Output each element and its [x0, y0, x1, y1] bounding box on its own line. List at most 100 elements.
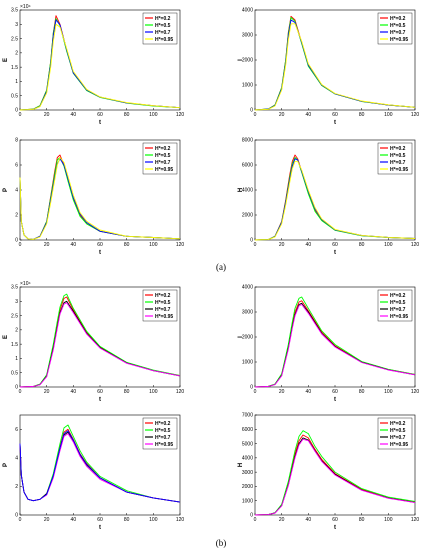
- series-line-3: [19, 157, 181, 240]
- x-tick-label: 80: [359, 517, 365, 523]
- x-tick-label: 0: [19, 242, 22, 248]
- y-tick-label: 1: [15, 79, 18, 85]
- x-tick-label: 20: [44, 517, 50, 523]
- y-tick-label: 3: [15, 299, 18, 305]
- chart-a-E: 0 20 40 60 80 100 120 0 0.5 1 1.5 2 2.5 3 3.5×10⁴ t E H*=…: [3, 4, 184, 126]
- x-tick-label: 40: [71, 517, 77, 523]
- x-tick-label: 120: [411, 242, 420, 248]
- x-tick-label: 120: [176, 112, 185, 118]
- legend-entry: H*=0.7: [155, 30, 171, 36]
- x-tick-label: 80: [359, 112, 365, 118]
- y-tick-label: 1000: [242, 83, 253, 89]
- series-line-2: [254, 437, 416, 516]
- legend-entry: H*=0.2: [390, 421, 406, 427]
- x-tick-label: 60: [332, 242, 338, 248]
- legend-entry: H*=0.95: [390, 167, 408, 173]
- legend-entry: H*=0.5: [155, 300, 171, 306]
- series-line-3: [19, 302, 181, 388]
- y-tick-label: 4000: [242, 285, 253, 291]
- legend-entry: H*=0.2: [155, 293, 171, 299]
- y-tick-label: 2: [15, 51, 18, 57]
- x-tick-label: 80: [124, 517, 130, 523]
- y-tick-label: 1.5: [11, 65, 18, 71]
- x-tick-label: 20: [279, 389, 285, 395]
- caption-b: (b): [216, 538, 227, 548]
- x-tick-label: 60: [332, 389, 338, 395]
- x-tick-label: 80: [124, 112, 130, 118]
- x-tick-label: 60: [97, 112, 103, 118]
- legend-entry: H*=0.7: [390, 307, 406, 313]
- x-tick-label: 120: [176, 389, 185, 395]
- x-tick-label: 20: [279, 242, 285, 248]
- series-line-1: [19, 293, 181, 388]
- legend-entry: H*=0.2: [390, 16, 406, 22]
- y-tick-label: 1000: [242, 498, 253, 504]
- series-line-4: [19, 430, 181, 503]
- y-tick-label: 2000: [242, 58, 253, 64]
- legend-entry: H*=0.5: [390, 153, 406, 159]
- x-tick-label: 20: [279, 112, 285, 118]
- y-tick-label: 3000: [242, 470, 253, 476]
- legend-entry: H*=0.95: [390, 442, 408, 448]
- y-axis-label: H: [238, 188, 244, 192]
- caption-a: (a): [216, 262, 226, 272]
- legend-entry: H*=0.95: [155, 442, 173, 448]
- y-tick-label: 2: [15, 328, 18, 334]
- y-tick-label: 4000: [242, 8, 253, 14]
- y-tick-label: 5000: [242, 441, 253, 447]
- legend-entry: H*=0.5: [155, 153, 171, 159]
- x-tick-label: 20: [44, 389, 50, 395]
- x-tick-label: 60: [97, 517, 103, 523]
- y-tick-label: 6000: [242, 427, 253, 433]
- y-axis-label: I: [238, 59, 244, 61]
- x-tick-label: 100: [384, 389, 393, 395]
- chart-b-H: 0 20 40 60 80 100 120 0 1000 2000 3000 4000 5000 6000…: [238, 413, 419, 531]
- x-axis-label: t: [99, 250, 101, 256]
- x-tick-label: 100: [384, 242, 393, 248]
- y-tick-label: 2000: [242, 213, 253, 219]
- y-tick-label: 4: [15, 188, 18, 194]
- legend-entry: H*=0.7: [155, 307, 171, 313]
- legend-entry: H*=0.2: [390, 146, 406, 152]
- legend-entry: H*=0.2: [155, 421, 171, 427]
- x-tick-label: 0: [19, 112, 22, 118]
- y-tick-label: 0: [15, 385, 18, 391]
- y-tick-label: 3: [15, 22, 18, 28]
- legend-entry: H*=0.5: [390, 23, 406, 29]
- y-tick-label: 3.5: [11, 8, 18, 14]
- series-line-3: [254, 438, 416, 516]
- x-tick-label: 20: [279, 517, 285, 523]
- x-axis-label: t: [334, 250, 336, 256]
- x-tick-label: 100: [149, 517, 158, 523]
- y-multiplier: ×10⁴: [20, 281, 31, 287]
- y-tick-label: 0.5: [11, 370, 18, 376]
- x-tick-label: 40: [306, 517, 312, 523]
- legend-entry: H*=0.5: [390, 300, 406, 306]
- series-line-3: [19, 23, 181, 111]
- legend-entry: H*=0.5: [155, 23, 171, 29]
- y-tick-label: 0: [250, 513, 253, 519]
- chart-a-H: 0 20 40 60 80 100 120 0 2000 4000 6000 8000 t H H*=0.2…: [238, 138, 419, 256]
- legend-entry: H*=0.95: [155, 167, 173, 173]
- x-tick-label: 20: [44, 112, 50, 118]
- y-tick-label: 6: [15, 163, 18, 169]
- y-tick-label: 2: [15, 484, 18, 490]
- y-tick-label: 6: [15, 427, 18, 433]
- x-tick-label: 100: [149, 389, 158, 395]
- y-tick-label: 3000: [242, 310, 253, 316]
- y-tick-label: 4: [15, 456, 18, 462]
- x-tick-label: 120: [411, 112, 420, 118]
- y-tick-label: 6000: [242, 163, 253, 169]
- x-tick-label: 60: [97, 389, 103, 395]
- y-tick-label: 1000: [242, 360, 253, 366]
- y-tick-label: 2: [15, 213, 18, 219]
- x-tick-label: 80: [124, 242, 130, 248]
- legend-entry: H*=0.95: [155, 314, 173, 320]
- x-tick-label: 0: [254, 517, 257, 523]
- x-tick-label: 100: [149, 242, 158, 248]
- legend-entry: H*=0.5: [390, 428, 406, 434]
- y-tick-label: 2.5: [11, 36, 18, 42]
- x-tick-label: 40: [71, 112, 77, 118]
- y-tick-label: 7000: [242, 413, 253, 419]
- y-tick-label: 1: [15, 356, 18, 362]
